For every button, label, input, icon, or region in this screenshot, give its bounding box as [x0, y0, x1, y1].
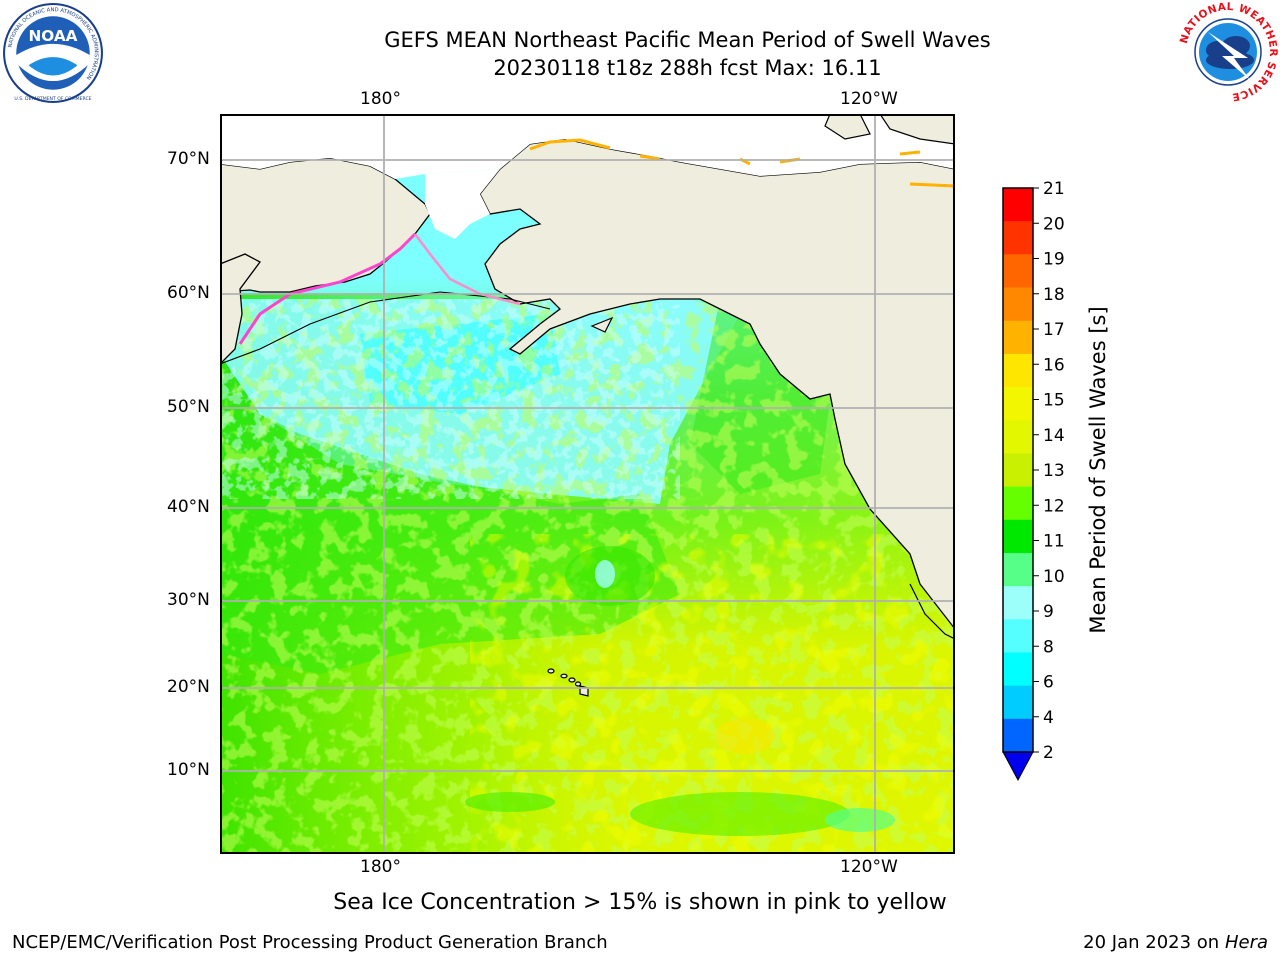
colorbar-tick-label: 2: [1043, 743, 1054, 763]
map-panel[interactable]: [220, 114, 955, 854]
sea-ice-note: Sea Ice Concentration > 15% is shown in …: [333, 890, 947, 915]
colorbar-tick-label: 4: [1043, 708, 1054, 728]
colorbar: 21 20 19 18 17 16 15 14 13 12 11 10 9 8 6 4 2: [1002, 180, 1065, 782]
lat-label-10n: 10°N: [167, 760, 210, 780]
colorbar-tick-label: 20: [1043, 214, 1065, 234]
colorbar-tick-label: 6: [1043, 673, 1054, 693]
colorbar-swatch: [1003, 552, 1033, 587]
colorbar-swatch: [1003, 685, 1033, 720]
colorbar-swatch: [1003, 486, 1033, 521]
swell-patch: [825, 808, 895, 832]
colorbar-tick-label: 15: [1043, 391, 1065, 411]
colorbar-extend-triangle: [1002, 751, 1034, 782]
water-bering-strait: [425, 169, 500, 239]
land-kodiak: [590, 316, 614, 333]
lon-label-bottom-180: 180°: [360, 857, 401, 877]
footer-host: Hera: [1224, 932, 1268, 953]
colorbar-swatch: [1003, 420, 1033, 454]
colorbar-label: Mean Period of Swell Waves [s]: [1086, 306, 1110, 634]
colorbar-tick-label: 16: [1043, 355, 1065, 375]
colorbar-swatch: [1003, 387, 1033, 421]
colorbar-ticks: 21 20 19 18 17 16 15 14 13 12 11 10 9 8 6 4 2: [1033, 180, 1065, 763]
colorbar-swatch: [1003, 718, 1033, 753]
lat-label-60n: 60°N: [167, 283, 210, 303]
colorbar-tick-label: 14: [1043, 426, 1065, 446]
colorbar-swatch: [1003, 287, 1033, 322]
lat-label-40n: 40°N: [167, 497, 210, 517]
colorbar-swatch: [1003, 586, 1033, 620]
lat-label-20n: 20°N: [167, 677, 210, 697]
water-arctic: [220, 114, 955, 179]
noaa-logo: NOAA NATIONAL OCEANIC AND ATMOSPHERIC AD…: [3, 3, 103, 103]
land-arctic-island: [824, 114, 871, 140]
noaa-bottom-text: U.S. DEPARTMENT OF COMMERCE: [14, 96, 91, 102]
noaa-logo-text: NOAA: [28, 27, 77, 45]
colorbar-swatch: [1003, 619, 1033, 653]
colorbar-swatch: [1003, 353, 1033, 388]
sea-ice-edge: [238, 232, 417, 345]
map-subtitle: 20230118 t18z 288h fcst Max: 16.11: [493, 56, 882, 80]
lon-label-top-120w: 120°W: [840, 89, 898, 109]
map-title: GEFS MEAN Northeast Pacific Mean Period …: [384, 28, 991, 52]
footer-credit: NCEP/EMC/Verification Post Processing Pr…: [12, 932, 608, 953]
colorbar-tick-label: 18: [1043, 285, 1065, 305]
colorbar-tick-label: 10: [1043, 567, 1065, 587]
lat-label-30n: 30°N: [167, 590, 210, 610]
map-frame: [220, 114, 955, 854]
colorbar-tick-label: 8: [1043, 637, 1054, 657]
lat-label-70n: 70°N: [167, 149, 210, 169]
colorbar-tick-label: 11: [1043, 532, 1065, 552]
colorbar-tick-label: 13: [1043, 461, 1065, 481]
coast-baja: [909, 583, 955, 640]
lat-label-50n: 50°N: [167, 397, 210, 417]
colorbar-swatch: [1003, 221, 1033, 255]
lon-label-top-180: 180°: [360, 89, 401, 109]
footer-date-text: 20 Jan 2023 on: [1083, 932, 1225, 953]
coast-aleutians: [220, 291, 551, 365]
swell-patch: [595, 560, 615, 588]
land-kamchatka: [220, 253, 261, 365]
colorbar-tick-label: 12: [1043, 496, 1065, 516]
colorbar-swatch: [1003, 652, 1033, 687]
nws-logo: NATIONAL WEATHER SERVICE: [1178, 2, 1278, 102]
swell-patch: [715, 718, 775, 754]
swell-patch: [465, 792, 555, 812]
colorbar-tick-label: 19: [1043, 250, 1065, 270]
swell-patch: [630, 792, 850, 836]
footer-date: 20 Jan 2023 on Hera: [1083, 932, 1268, 953]
swell-texture-north: [220, 299, 680, 499]
colorbar-swatch: [1003, 320, 1033, 355]
colorbar-swatch: [1003, 453, 1033, 488]
colorbar-swatch: [1003, 519, 1033, 554]
colorbar-swatch: [1003, 188, 1033, 222]
colorbar-swatch: [1003, 254, 1033, 289]
graticule: [220, 114, 955, 854]
land-arctic-island: [879, 114, 955, 145]
colorbar-tick-label: 17: [1043, 320, 1065, 340]
sea-ice-edge: [414, 233, 521, 306]
colorbar-tick-label: 21: [1043, 180, 1065, 199]
colorbar-swatches: [1003, 188, 1033, 753]
lon-label-bottom-120w: 120°W: [840, 857, 898, 877]
colorbar-tick-label: 9: [1043, 602, 1054, 622]
